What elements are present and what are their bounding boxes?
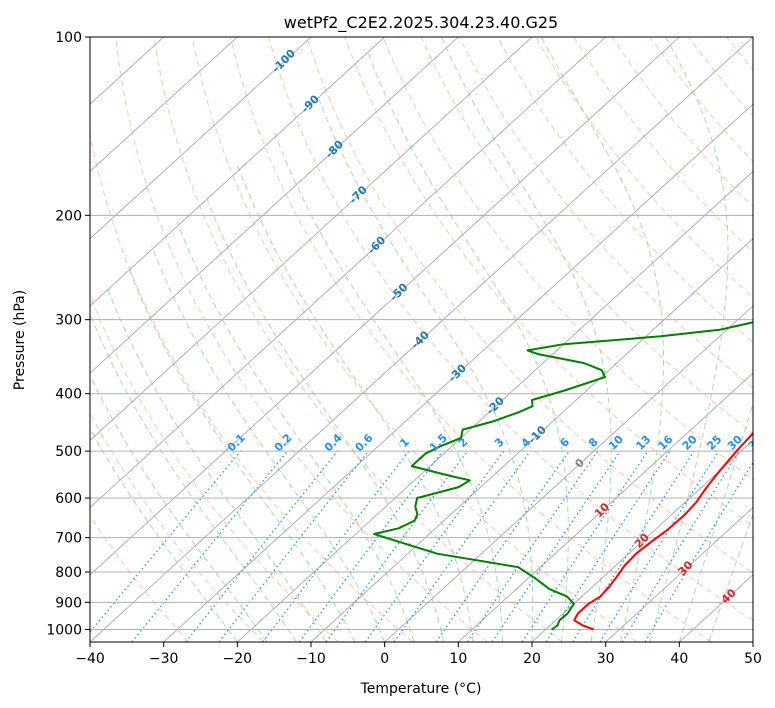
y-tick-label: 800	[55, 565, 82, 581]
dry-adiabat-line	[90, 515, 190, 642]
mixing-ratio-line	[185, 450, 339, 642]
x-tick-label: −40	[75, 651, 105, 667]
y-tick-label: 1000	[46, 622, 82, 638]
dry-adiabat-line	[90, 131, 414, 642]
isotherm-line	[90, 37, 238, 172]
x-tick-label: −30	[149, 651, 179, 667]
x-tick-label: 40	[670, 651, 688, 667]
isotherm-line	[458, 372, 753, 642]
x-tick-label: 0	[380, 651, 389, 667]
dry-adiabat-line	[90, 412, 264, 642]
chart-title: wetPf2_C2E2.2025.304.23.40.G25	[284, 13, 558, 33]
isotherm-line	[90, 37, 533, 441]
x-tick-label: 50	[744, 651, 762, 667]
temperature-profile-line	[573, 431, 753, 631]
dry-adiabat-line	[382, 37, 753, 481]
isotherm-line	[90, 37, 459, 374]
moist-adiabat-line	[237, 165, 474, 642]
dry-adiabat-line	[90, 293, 339, 642]
moist-adiabat-line	[649, 37, 729, 642]
x-tick-label: 30	[597, 651, 615, 667]
moist-adiabats	[90, 37, 753, 642]
moist-adiabat-line	[90, 374, 268, 642]
isotherms	[90, 37, 753, 642]
isotherm-line	[90, 37, 385, 307]
dry-adiabat-line	[191, 37, 638, 642]
moist-adiabat-line	[708, 513, 753, 642]
isotherm-line	[90, 37, 606, 509]
dry-adiabat-line	[496, 37, 753, 344]
y-tick-label: 700	[55, 531, 82, 547]
sounding-series	[373, 321, 753, 631]
mixing-ratio-line	[621, 450, 740, 642]
isotherm-line	[531, 439, 753, 642]
y-tick-label: 300	[55, 313, 82, 329]
isotherm-line	[90, 37, 753, 642]
mixing-ratio-lines	[90, 450, 753, 642]
y-axis-label: Pressure (hPa)	[12, 290, 28, 390]
moist-adiabat-line	[316, 94, 534, 642]
mixing-ratio-line	[572, 450, 695, 642]
dry-adiabats	[90, 37, 753, 642]
isotherm-line	[605, 507, 753, 642]
mixing-ratio-line	[521, 450, 649, 642]
mixing-ratio-line	[644, 461, 753, 642]
dry-adiabat-line	[268, 37, 753, 622]
mixing-ratio-line	[393, 450, 531, 642]
y-tick-label: 200	[55, 208, 82, 224]
y-tick-label: 400	[55, 387, 82, 403]
mixing-ratio-line	[131, 450, 289, 642]
y-tick-label: 900	[55, 595, 82, 611]
mixing-ratio-line	[262, 450, 410, 642]
dry-adiabat-line	[229, 37, 712, 642]
moist-adiabat-line	[366, 49, 569, 642]
mixing-ratio-line	[599, 450, 720, 642]
pressure-grid	[90, 37, 753, 630]
dry-adiabat-line	[535, 37, 753, 298]
moist-adiabat-line	[151, 245, 386, 642]
dewpoint-profile-line	[373, 321, 753, 631]
plot-frame	[89, 36, 754, 643]
mixing-ratio-line	[466, 450, 599, 642]
dry-adiabat-line	[306, 37, 753, 574]
x-tick-label: 10	[449, 651, 467, 667]
y-tick-label: 500	[55, 444, 82, 460]
isotherm-line	[90, 37, 680, 576]
axes: −40 −30 −20 −10 0 10 20 30 40 50 100 200 300 400 500 60…	[46, 30, 762, 667]
dry-adiabat-line	[153, 37, 563, 642]
mixing-ratio-label: 36	[746, 432, 766, 452]
moist-adiabat-line	[106, 287, 327, 642]
x-tick-label: 20	[523, 651, 541, 667]
isotherm-line	[310, 238, 753, 642]
isotherm-line	[384, 305, 753, 642]
x-axis-label: Temperature (°C)	[360, 681, 482, 697]
mixing-ratio-line	[491, 450, 621, 642]
moist-adiabat-line	[441, 37, 612, 642]
y-tick-label: 100	[55, 30, 82, 46]
moist-adiabat-line	[205, 195, 445, 642]
moist-adiabat-line	[176, 221, 415, 642]
x-tick-label: −10	[296, 651, 326, 667]
moist-adiabat-line	[678, 401, 753, 642]
moist-adiabat-line	[540, 37, 664, 642]
isotherm-line	[90, 37, 312, 240]
moist-adiabat-line	[128, 267, 356, 642]
x-tick-label: −20	[223, 651, 253, 667]
isotherm-line	[163, 103, 753, 642]
isotherm-line	[237, 170, 753, 642]
dry-adiabat-line	[115, 37, 488, 642]
y-tick-label: 600	[55, 491, 82, 507]
mixing-ratio-line	[435, 450, 570, 642]
